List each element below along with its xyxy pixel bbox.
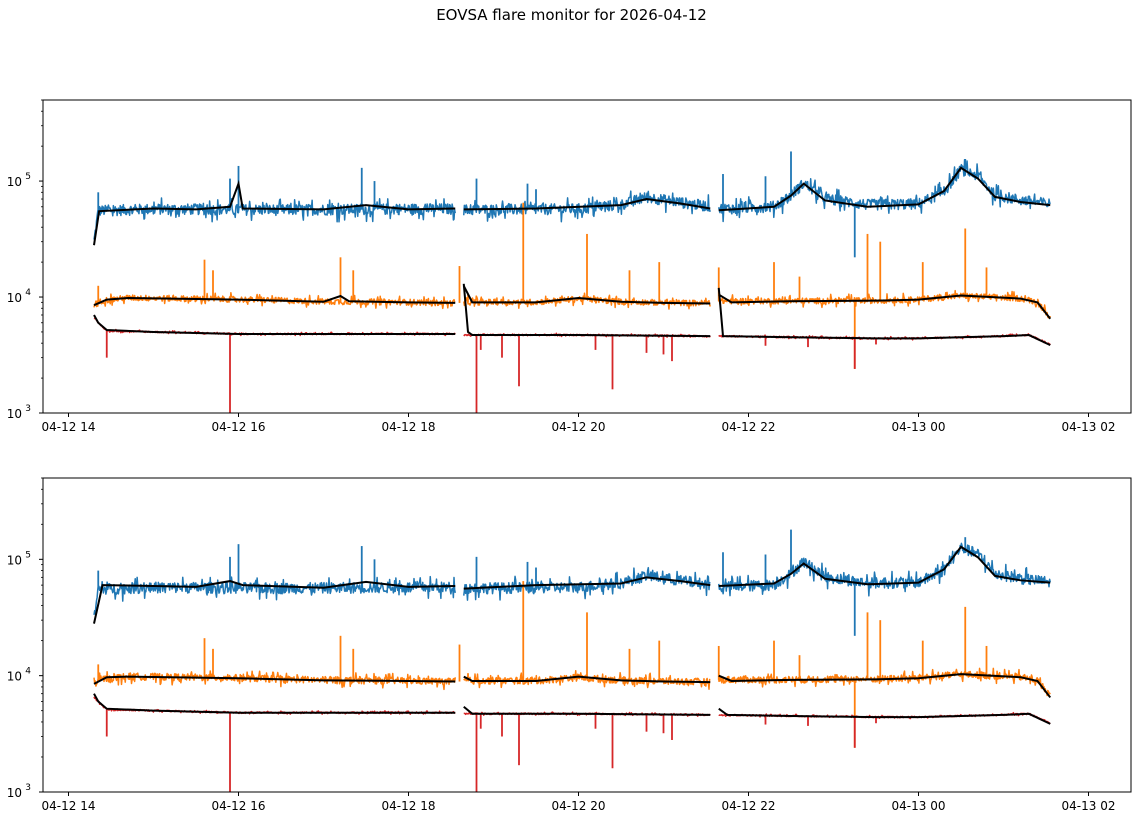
series-mid-raw-segment-3 xyxy=(718,289,1051,319)
figure-title: EOVSA flare monitor for 2026-04-12 xyxy=(436,6,707,24)
y-tick-exponent: 5 xyxy=(25,550,31,560)
series-mid-raw-segment-3 xyxy=(718,667,1051,697)
x-tick-label: 04-12 18 xyxy=(382,420,436,434)
x-tick-label: 04-13 02 xyxy=(1062,799,1116,813)
series-high-smooth-segment-3 xyxy=(718,545,1051,587)
series-high-smooth-segment-3 xyxy=(718,166,1051,212)
series-low-raw-segment-1 xyxy=(93,696,456,715)
series-mid-smooth-segment-3 xyxy=(718,293,1052,320)
x-tick-label: 04-12 22 xyxy=(722,420,776,434)
plot-area xyxy=(93,151,1052,413)
y-tick-label: 10 xyxy=(7,553,22,567)
series-high-raw-segment-3 xyxy=(718,159,1051,223)
axes-frame xyxy=(42,477,1132,793)
y-tick-exponent: 4 xyxy=(25,288,31,298)
series-high-raw-segment-2 xyxy=(463,566,711,601)
series-low-smooth-segment-1 xyxy=(93,693,456,714)
x-tick-label: 04-12 16 xyxy=(212,799,266,813)
series-mid-smooth-segment-3 xyxy=(718,673,1052,699)
y-tick-exponent: 5 xyxy=(25,172,31,182)
series-low-smooth-segment-2 xyxy=(462,283,711,338)
x-tick-label: 04-12 16 xyxy=(212,420,266,434)
plot-area xyxy=(93,529,1052,792)
series-high-smooth-segment-1 xyxy=(93,179,456,246)
series-mid-smooth-segment-1 xyxy=(93,294,456,307)
series-mid-smooth-segment-2 xyxy=(462,285,711,305)
series-low-smooth-segment-2 xyxy=(463,706,711,716)
series-low-smooth-segment-3 xyxy=(718,707,1051,725)
y-tick-exponent: 4 xyxy=(25,667,31,677)
series-low-smooth-segment-1 xyxy=(93,314,456,335)
series-high-raw-segment-3 xyxy=(718,542,1051,597)
x-tick-label: 04-13 00 xyxy=(892,420,946,434)
plot-panel-1: 04-12 14 04-12 16 04-12 18 04-12 20 04-12 22… xyxy=(7,99,1132,434)
series-mid-smooth-segment-1 xyxy=(93,675,456,685)
axes-frame xyxy=(42,99,1132,414)
series-high-smooth-segment-2 xyxy=(463,576,711,590)
series-high-raw-segment-2 xyxy=(463,190,711,223)
x-tick-label: 04-13 00 xyxy=(892,799,946,813)
y-tick-label: 10 xyxy=(7,786,22,800)
series-high-raw-segment-1 xyxy=(93,575,456,615)
x-tick-label: 04-12 18 xyxy=(382,799,436,813)
y-tick-label: 10 xyxy=(7,175,22,189)
y-tick-label: 10 xyxy=(7,407,22,421)
y-tick-exponent: 3 xyxy=(25,783,31,793)
y-tick-label: 10 xyxy=(7,670,22,684)
series-high-smooth-segment-1 xyxy=(93,580,456,624)
series-mid-smooth-segment-2 xyxy=(463,675,711,684)
y-tick-label: 10 xyxy=(7,291,22,305)
x-tick-label: 04-13 02 xyxy=(1062,420,1116,434)
x-tick-label: 04-12 14 xyxy=(42,799,96,813)
series-low-smooth-segment-3 xyxy=(717,287,1051,347)
y-tick-exponent: 3 xyxy=(25,404,31,414)
series-high-smooth-segment-2 xyxy=(463,198,711,211)
x-tick-label: 04-12 22 xyxy=(722,799,776,813)
plot-panel-2: 04-12 14 04-12 16 04-12 18 04-12 20 04-12 22… xyxy=(7,477,1132,813)
x-tick-label: 04-12 20 xyxy=(552,420,606,434)
series-low-raw-segment-1 xyxy=(93,317,456,337)
x-tick-label: 04-12 20 xyxy=(552,799,606,813)
series-high-raw-segment-1 xyxy=(93,197,456,240)
x-tick-label: 04-12 14 xyxy=(42,420,96,434)
